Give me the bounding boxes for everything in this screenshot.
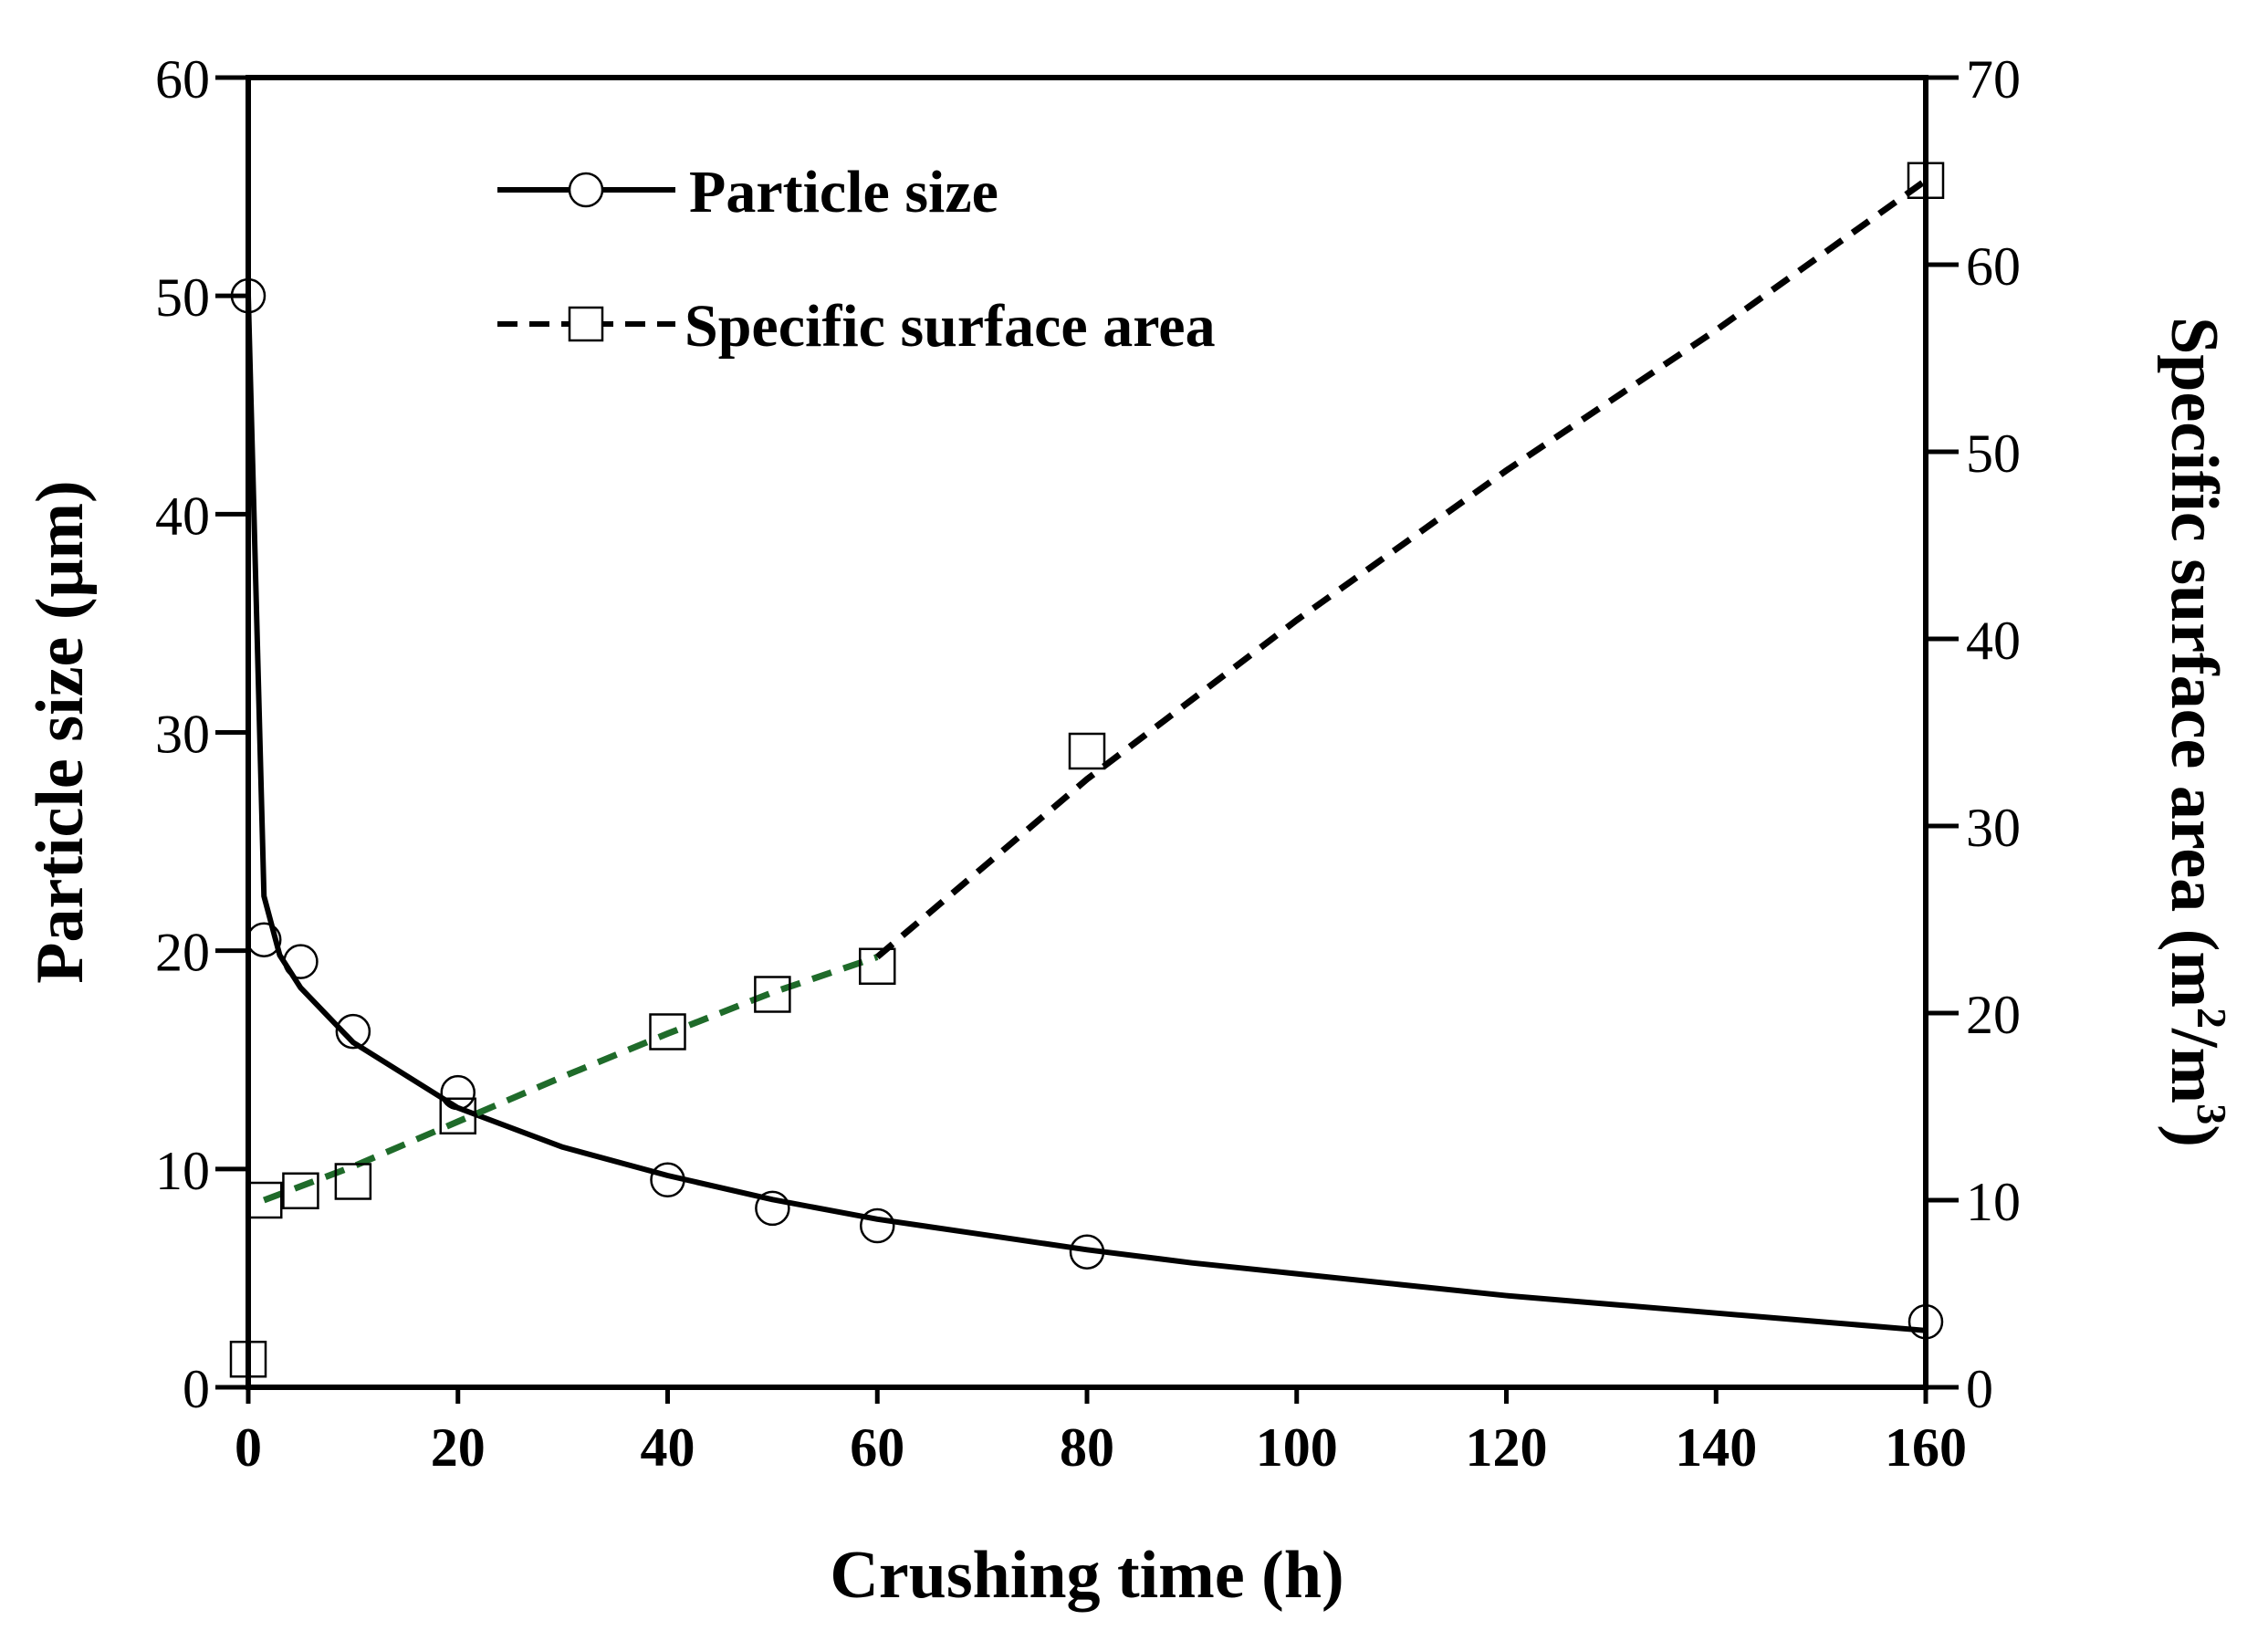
surface-area-point xyxy=(334,1163,372,1200)
y-axis-right-title-end: ) xyxy=(2157,1124,2231,1147)
fit-layer xyxy=(246,177,1928,1333)
legend: Particle size Specific surface area xyxy=(497,159,1216,360)
y-left-tick-label: 60 xyxy=(155,49,210,110)
x-tick-label: 120 xyxy=(1466,1417,1548,1478)
y-left-tick-label: 40 xyxy=(155,486,210,546)
y-left-tick-label: 30 xyxy=(155,705,210,765)
points-layer xyxy=(229,162,1945,1378)
legend-label-surface-area: Specific surface area xyxy=(685,293,1216,360)
x-tick-label: 20 xyxy=(431,1417,486,1478)
x-tick-label: 80 xyxy=(1060,1417,1114,1478)
y-axis-right-title: Specific surface area (m2/m3) xyxy=(2157,317,2235,1147)
y-axis-right-title-mid: /m xyxy=(2157,1028,2231,1103)
y-right-tick-label: 20 xyxy=(1966,985,2021,1045)
particle-size-point xyxy=(1907,1304,1944,1340)
x-axis-title: Crushing time (h) xyxy=(830,1538,1343,1613)
particle-size-point xyxy=(230,277,267,314)
surface-area-point xyxy=(859,947,896,985)
particle-size-point xyxy=(246,922,282,957)
legend-marker-square xyxy=(568,306,604,342)
x-tick-label: 0 xyxy=(235,1417,262,1478)
particle-size-point xyxy=(283,944,319,979)
y-axis-left-title: Particle size (μm) xyxy=(23,480,98,983)
y-axis-right-title-sup2: 3 xyxy=(2189,1103,2235,1124)
particle-size-point xyxy=(1069,1234,1105,1270)
y-right-tick-label: 10 xyxy=(1966,1172,2021,1232)
x-tick-label: 100 xyxy=(1256,1417,1338,1478)
y-axis-right-title-main: Specific surface area (m xyxy=(2157,317,2231,1008)
surface-area-point xyxy=(282,1172,319,1209)
surface-area-point xyxy=(649,1013,686,1050)
y-left-tick-label: 10 xyxy=(155,1141,210,1201)
y-right-tick-label: 40 xyxy=(1966,611,2021,671)
x-tick-label: 40 xyxy=(641,1417,695,1478)
particle-size-point xyxy=(335,1013,371,1050)
y-right-tick-label: 30 xyxy=(1966,798,2021,858)
surface-area-point xyxy=(1068,732,1106,770)
legend-marker-circle xyxy=(568,172,604,208)
y-right-tick-label: 50 xyxy=(1966,423,2021,484)
legend-label-particle-size: Particle size xyxy=(689,159,998,225)
ticks-layer: 0 20 40 60 80 100 120 140 1600102030405060010203… xyxy=(155,49,2021,1478)
x-tick-label: 160 xyxy=(1885,1417,1967,1478)
particle-size-point xyxy=(755,1190,790,1227)
y-left-tick-label: 0 xyxy=(183,1359,210,1419)
y-left-tick-label: 20 xyxy=(155,923,210,983)
surface-area-point xyxy=(1907,162,1945,199)
particle-size-point xyxy=(440,1074,476,1111)
surface-area-point xyxy=(754,976,791,1013)
y-left-tick-label: 50 xyxy=(155,267,210,328)
surface-area-point xyxy=(245,1181,283,1219)
particle-size-point xyxy=(860,1207,895,1244)
surface-area-point xyxy=(229,1341,267,1378)
plot-frame xyxy=(246,75,1928,1390)
y-axis-right-title-sup1: 2 xyxy=(2189,1008,2235,1029)
x-tick-label: 140 xyxy=(1675,1417,1757,1478)
particle-size-fit-line xyxy=(246,296,1927,1333)
y-right-tick-label: 70 xyxy=(1966,49,2021,110)
surface-area-fit-line-2 xyxy=(874,177,1928,960)
y-right-tick-label: 0 xyxy=(1966,1359,1993,1419)
y-right-tick-label: 60 xyxy=(1966,236,2021,297)
surface-area-point xyxy=(439,1097,476,1134)
x-tick-label: 60 xyxy=(850,1417,904,1478)
particle-size-point xyxy=(650,1162,685,1198)
